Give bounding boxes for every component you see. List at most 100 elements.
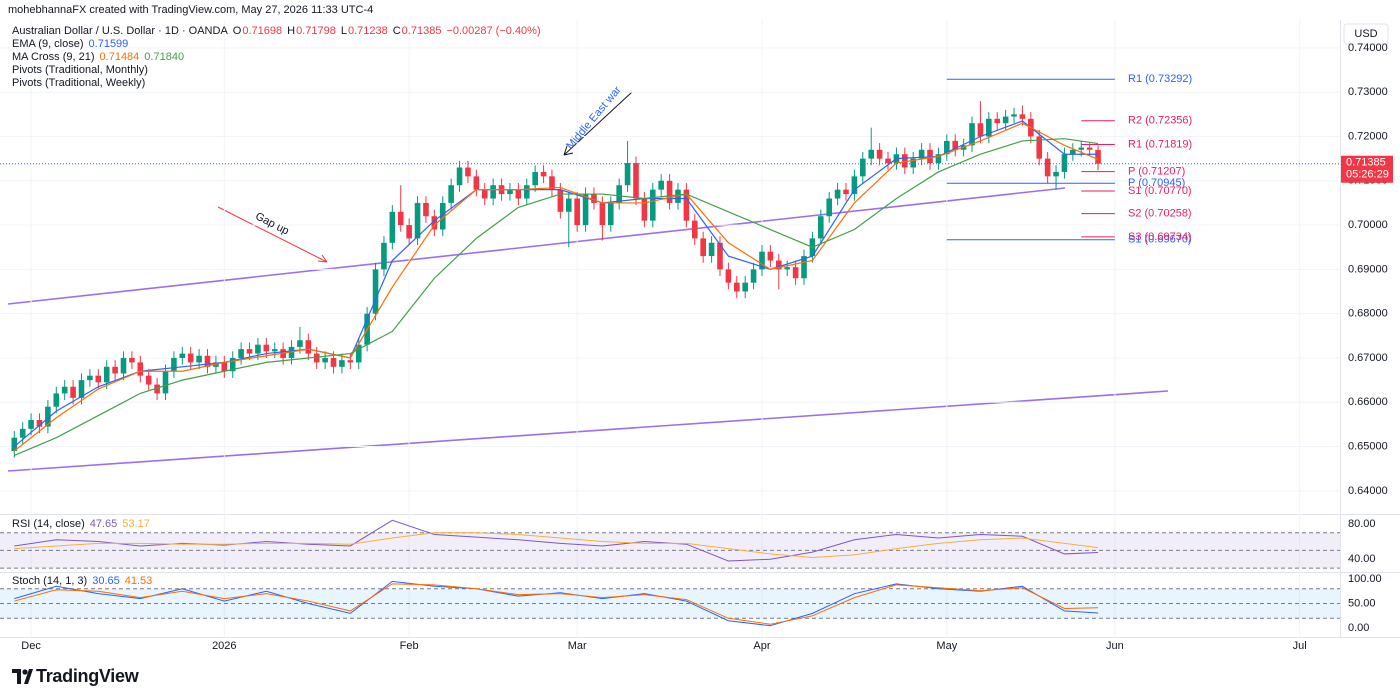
- candle-body: [540, 171, 547, 177]
- y-tick-label: 0.70000: [1348, 219, 1388, 231]
- candle-body: [641, 198, 648, 221]
- y-tick-label: 0.68000: [1348, 308, 1388, 320]
- candle-body: [263, 344, 270, 352]
- candle-body: [45, 406, 51, 427]
- indicator-value: 0.71840: [144, 51, 185, 63]
- candle-body: [700, 238, 706, 257]
- candle-body: [129, 357, 135, 363]
- candle-body: [1011, 114, 1017, 117]
- candle-body: [565, 198, 572, 212]
- candle-body: [633, 163, 639, 199]
- pivot-label: R2 (0.72356): [1128, 115, 1192, 127]
- arrow-head: [563, 145, 574, 156]
- candle-body: [969, 123, 975, 146]
- candle-body: [221, 362, 228, 372]
- candle-body: [717, 242, 723, 270]
- candle-body: [238, 349, 244, 358]
- indicator-value: 53.17: [122, 518, 150, 530]
- candle-body: [868, 149, 875, 159]
- candle-body: [683, 189, 690, 221]
- indicator-value: 0.71599: [88, 38, 129, 50]
- y-tick-label: 0.73000: [1348, 86, 1388, 98]
- candle-body: [557, 189, 564, 212]
- indicator-name: Pivots (Traditional, Monthly): [12, 64, 148, 76]
- candle-body: [1061, 154, 1068, 172]
- annotation: Gap up: [253, 210, 291, 237]
- y-tick-label: 0.67000: [1348, 352, 1388, 364]
- pivot-label: P (0.71207): [1128, 166, 1185, 178]
- ohlc-name: H: [287, 25, 296, 37]
- x-tick-label: Jun: [1106, 640, 1124, 652]
- candle-body: [759, 251, 765, 270]
- indicator-name: EMA (9, close): [12, 38, 84, 50]
- price-change: −0.00287 (−0.40%): [446, 25, 541, 37]
- y-tick-label: 40.00: [1348, 553, 1376, 565]
- y-tick-label: 0.74000: [1348, 42, 1388, 54]
- candle-body: [1044, 158, 1051, 177]
- candle-body: [448, 185, 454, 203]
- candle-body: [902, 154, 908, 168]
- candle-body: [406, 225, 412, 239]
- indicator-name: Stoch (14, 1, 3): [12, 575, 88, 587]
- currency-box[interactable]: [1343, 23, 1389, 45]
- indicator-value: 47.65: [89, 518, 118, 530]
- candle-body: [465, 167, 471, 177]
- x-tick-label: May: [936, 640, 957, 652]
- candle-body: [708, 242, 715, 257]
- header: mohebhannaFX created with TradingView.co…: [8, 4, 374, 16]
- currency: USD: [1354, 28, 1377, 40]
- symbol-title: Australian Dollar / U.S. Dollar · 1D · O…: [12, 25, 228, 37]
- ohlc-name: L: [340, 25, 347, 37]
- ohlc-value: 0.71698: [242, 25, 283, 37]
- candle-body: [725, 269, 732, 283]
- legend-row: Australian Dollar / U.S. Dollar · 1D · O…: [12, 25, 546, 38]
- candle-body: [162, 371, 169, 394]
- trendline: [7, 390, 1169, 472]
- indicator-band: [0, 588, 1340, 619]
- legend-row: EMA (9, close) 0.71599: [12, 38, 546, 51]
- candle-body: [439, 202, 446, 230]
- candle-body: [28, 419, 34, 429]
- indicator-band: [0, 532, 1340, 569]
- candle-body: [658, 180, 664, 190]
- candle-body: [994, 118, 1001, 124]
- candle-body: [733, 282, 740, 292]
- candle-body: [330, 357, 337, 367]
- candle-body: [624, 163, 631, 186]
- candle-body: [1070, 149, 1076, 155]
- indicator-value: 0.71484: [99, 51, 140, 63]
- candle-body: [818, 216, 824, 239]
- indicator-name: RSI (14, close): [12, 518, 85, 530]
- candle-body: [95, 375, 102, 383]
- candle-body: [271, 349, 278, 352]
- candle-body: [523, 185, 530, 199]
- legend-row: MA Cross (9, 21) 0.71484 0.71840: [12, 51, 546, 64]
- pivot-label: P (0.70945): [1128, 177, 1185, 189]
- legend: Australian Dollar / U.S. Dollar · 1D · O…: [12, 25, 546, 90]
- candle-body: [389, 211, 396, 243]
- candle-body: [834, 189, 841, 199]
- candle-body: [977, 123, 984, 137]
- candle-body: [305, 340, 312, 354]
- candle-body: [171, 357, 177, 372]
- indicator-line: [14, 532, 1099, 558]
- candle-body: [649, 189, 656, 221]
- candle-body: [843, 189, 849, 195]
- candle-body: [507, 189, 513, 195]
- candle-body: [1002, 116, 1009, 124]
- candle-body: [61, 386, 68, 394]
- y-tick-label: 80.00: [1348, 518, 1376, 530]
- candle-body: [1078, 147, 1085, 150]
- pane-legend: RSI (14, close) 47.65 53.17: [12, 518, 155, 530]
- x-tick-label: Dec: [21, 640, 41, 652]
- candle-body: [591, 194, 597, 203]
- y-tick-label: 0.69000: [1348, 263, 1388, 275]
- candle-body: [204, 355, 211, 367]
- candle-body: [826, 198, 833, 217]
- candle-body: [397, 211, 404, 226]
- candle-body: [910, 158, 917, 168]
- candle-body: [490, 185, 496, 199]
- candle-body: [87, 375, 93, 381]
- candle-body: [112, 366, 118, 374]
